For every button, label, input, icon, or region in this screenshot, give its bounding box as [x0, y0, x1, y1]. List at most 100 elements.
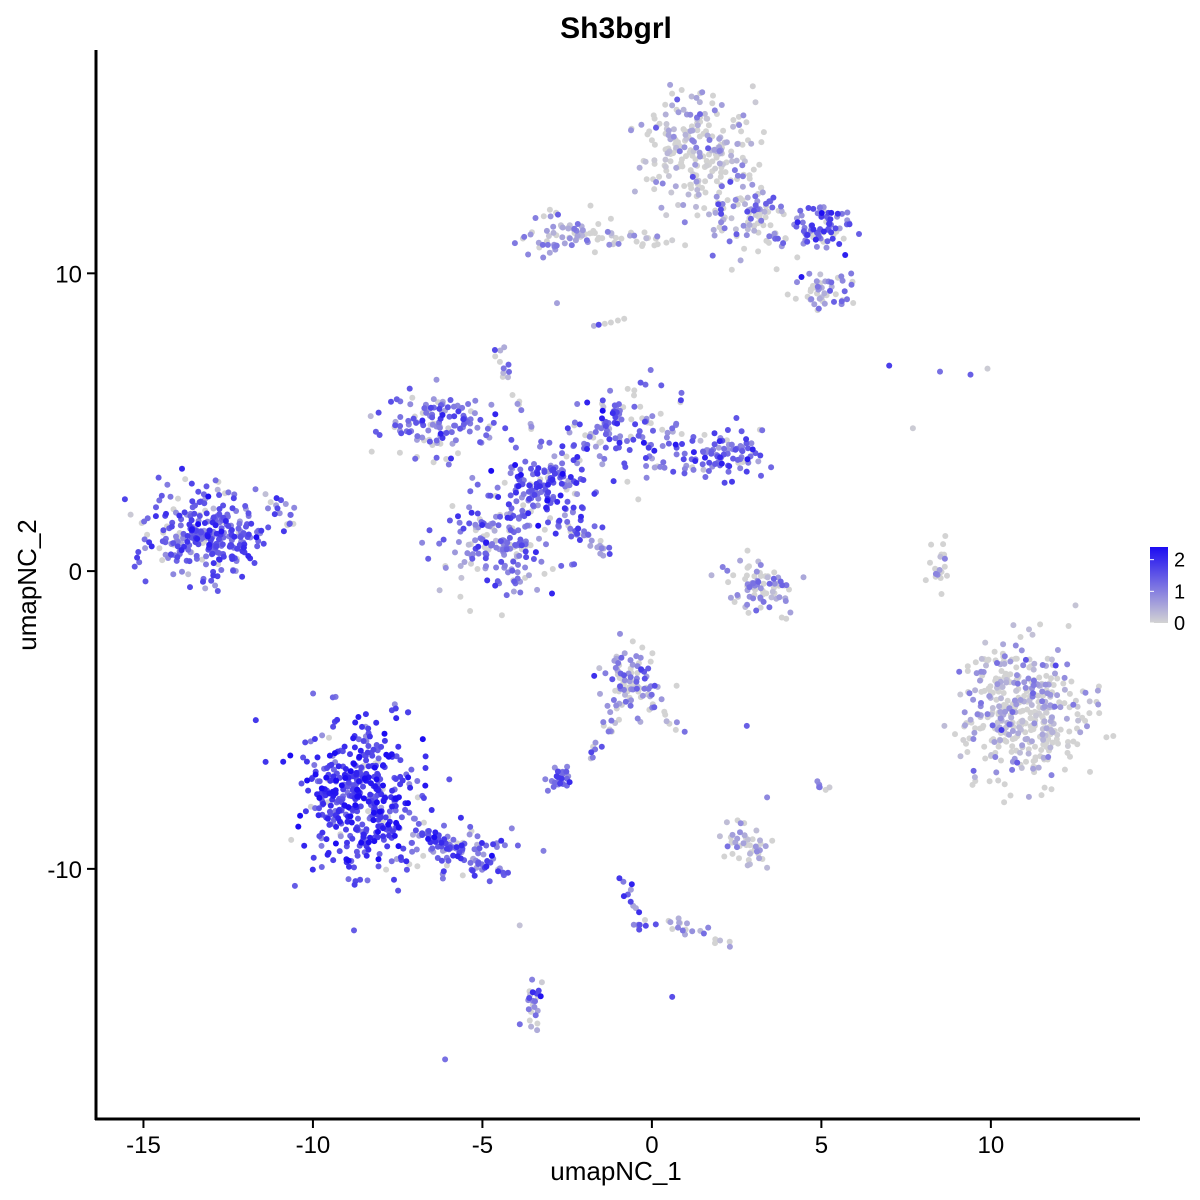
- scatter-point: [601, 455, 608, 462]
- scatter-point: [1047, 744, 1054, 751]
- scatter-point: [747, 850, 753, 857]
- scatter-point: [364, 749, 371, 756]
- scatter-point: [599, 461, 606, 468]
- scatter-point: [351, 761, 357, 767]
- scatter-point: [1037, 621, 1044, 628]
- scatter-point: [556, 517, 563, 524]
- scatter-point: [641, 675, 648, 682]
- scatter-point: [514, 400, 521, 407]
- scatter-point: [144, 531, 151, 538]
- scatter-point: [633, 653, 640, 660]
- scatter-point: [658, 382, 665, 389]
- scatter-point: [1051, 703, 1058, 710]
- scatter-point: [742, 201, 748, 208]
- scatter-point: [437, 430, 444, 437]
- scatter-point: [425, 427, 432, 434]
- scatter-point: [538, 979, 545, 986]
- scatter-point: [998, 668, 1005, 674]
- scatter-point: [681, 465, 688, 472]
- scatter-point: [564, 425, 571, 432]
- scatter-point: [315, 812, 322, 819]
- scatter-point: [252, 486, 259, 493]
- scatter-point: [214, 486, 221, 493]
- scatter-point: [188, 480, 195, 487]
- scatter-point: [627, 232, 633, 239]
- scatter-point: [719, 564, 726, 570]
- scatter-point: [673, 682, 680, 689]
- scatter-point: [557, 780, 564, 787]
- scatter-point: [302, 808, 309, 815]
- scatter-point: [661, 464, 668, 471]
- scatter-point: [177, 522, 184, 529]
- scatter-point: [324, 851, 331, 858]
- scatter-point: [694, 127, 701, 134]
- scatter-point: [675, 924, 681, 931]
- scatter-point: [475, 850, 482, 857]
- scatter-point: [571, 419, 578, 426]
- scatter-point: [287, 511, 294, 518]
- scatter-point: [409, 839, 415, 846]
- scatter-point: [467, 859, 474, 866]
- scatter-point: [637, 379, 644, 386]
- scatter-point: [576, 421, 583, 428]
- scatter-point: [627, 886, 634, 893]
- scatter-point: [749, 446, 756, 453]
- scatter-point: [347, 751, 353, 758]
- scatter-point: [804, 238, 811, 245]
- scatter-point: [559, 470, 566, 477]
- scatter-point: [737, 257, 744, 264]
- scatter-point: [368, 780, 374, 787]
- scatter-point: [761, 208, 768, 215]
- scatter-point: [558, 775, 565, 782]
- scatter-point: [663, 718, 670, 725]
- scatter-point: [757, 604, 764, 611]
- scatter-point: [607, 215, 614, 222]
- scatter-point: [730, 203, 737, 210]
- scatter-point: [776, 594, 783, 601]
- scatter-point: [439, 412, 446, 418]
- scatter-point: [156, 545, 163, 552]
- scatter-point: [648, 137, 655, 144]
- scatter-point: [760, 580, 767, 587]
- scatter-point: [431, 834, 438, 841]
- scatter-point: [568, 242, 575, 249]
- scatter-point: [957, 753, 964, 760]
- scatter-point: [591, 249, 598, 256]
- scatter-point: [399, 777, 406, 784]
- scatter-point: [392, 422, 399, 429]
- scatter-point: [507, 492, 514, 499]
- scatter-point: [492, 411, 499, 418]
- scatter-point: [300, 754, 307, 761]
- scatter-point: [218, 567, 225, 573]
- scatter-point: [616, 716, 622, 723]
- scatter-point: [566, 779, 573, 786]
- scatter-point: [1095, 701, 1102, 708]
- scatter-point: [689, 437, 696, 444]
- scatter-point: [334, 716, 341, 723]
- scatter-point: [786, 586, 792, 593]
- scatter-point: [662, 111, 669, 118]
- scatter-point: [643, 463, 650, 469]
- scatter-point: [681, 144, 688, 151]
- scatter-point: [559, 234, 566, 241]
- scatter-point: [1017, 697, 1024, 703]
- scatter-point: [1028, 702, 1035, 708]
- scatter-point: [1016, 724, 1023, 731]
- scatter-point: [728, 215, 735, 222]
- scatter-point: [697, 153, 703, 160]
- scatter-point: [729, 850, 736, 857]
- scatter-point: [305, 787, 312, 794]
- scatter-point: [351, 744, 358, 751]
- scatter-point: [730, 123, 737, 130]
- scatter-point: [127, 511, 134, 518]
- scatter-point: [170, 571, 177, 578]
- scatter-point: [152, 513, 159, 520]
- scatter-point: [703, 162, 710, 169]
- scatter-point: [474, 424, 481, 431]
- scatter-point: [751, 573, 758, 580]
- scatter-point: [422, 782, 429, 789]
- scatter-point: [425, 836, 432, 842]
- scatter-point: [997, 709, 1004, 715]
- scatter-point: [992, 754, 999, 760]
- scatter-point: [405, 774, 412, 781]
